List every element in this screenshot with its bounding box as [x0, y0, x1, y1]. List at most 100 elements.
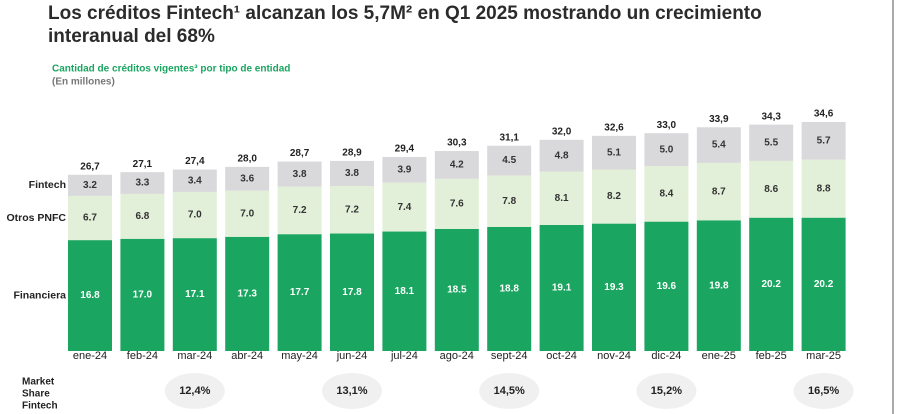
data-label: 7.2 [345, 204, 359, 215]
bar-segment [277, 234, 322, 351]
data-label: 18.1 [395, 286, 415, 297]
data-label: 19.6 [657, 281, 677, 292]
total-label: 28,9 [342, 148, 362, 159]
bar-segment [277, 186, 322, 235]
total-label: 34,6 [814, 109, 834, 120]
data-label: 16.8 [80, 290, 100, 301]
data-label: 5.5 [764, 137, 778, 148]
market-share-bubble [479, 373, 540, 409]
bar-segment [749, 217, 794, 351]
x-tick-label: jun-24 [336, 350, 368, 362]
x-tick-label: ene-24 [73, 350, 107, 362]
x-tick-label: mar-25 [806, 350, 841, 362]
total-label: 34,3 [761, 111, 781, 122]
total-label: 32,0 [552, 126, 572, 137]
data-label: 20.2 [814, 279, 834, 290]
x-tick-label: abr-24 [231, 350, 263, 362]
data-label: 19.3 [604, 282, 624, 293]
bar-segment [225, 166, 270, 191]
total-label: 29,4 [395, 144, 415, 155]
bar-segment [120, 172, 165, 194]
data-label: 4.2 [450, 160, 464, 171]
bar-segment [330, 186, 374, 234]
x-tick-label: nov-24 [597, 350, 631, 362]
bar-segment [487, 145, 532, 176]
bar-segment [749, 124, 794, 161]
bar-segment [644, 133, 689, 167]
data-label: 7.2 [293, 205, 307, 216]
bar-segment [749, 160, 794, 218]
bar-segment [225, 236, 270, 351]
data-label: 8.8 [817, 183, 831, 194]
x-tick-label: ene-25 [702, 350, 736, 362]
bar-segment [68, 195, 112, 241]
bar-segment [487, 175, 532, 227]
data-label: 7.8 [502, 196, 516, 207]
data-label: 7.0 [188, 210, 202, 221]
data-label: 8.6 [764, 184, 778, 195]
bar-segment [592, 223, 636, 351]
market-share-label: Share [22, 389, 50, 400]
total-label: 27,1 [133, 159, 153, 170]
data-label: 3.4 [188, 175, 202, 186]
data-label: 5.4 [712, 140, 726, 151]
bar-segment [225, 190, 270, 237]
bar-segment [644, 166, 689, 222]
data-label: 17.3 [237, 289, 257, 300]
data-label: 3.8 [345, 168, 359, 179]
chart-subtitle: Cantidad de créditos vigentes³ por tipo … [52, 64, 290, 75]
bar-segment [696, 162, 741, 221]
market-share-value: 14,5% [494, 385, 525, 397]
x-tick-label: sept-24 [491, 350, 528, 362]
data-label: 17.7 [290, 287, 310, 298]
total-label: 28,7 [290, 148, 310, 159]
data-label: 18.8 [499, 284, 519, 295]
bar-segment [539, 224, 584, 351]
x-tick-label: dic-24 [651, 350, 681, 362]
bar-segment [330, 233, 374, 351]
bar-segment [696, 127, 741, 163]
data-label: 5.0 [659, 144, 673, 155]
total-label: 32,6 [604, 122, 624, 133]
bar-segment [644, 221, 689, 351]
data-label: 6.8 [135, 211, 149, 222]
bar-segment [172, 169, 217, 192]
legend-label: Financiera [13, 289, 66, 301]
data-label: 19.1 [552, 283, 572, 294]
bar-segment [801, 159, 846, 218]
market-share-value: 16,5% [808, 385, 839, 397]
market-share-bubble [164, 373, 225, 409]
bar-segment [120, 193, 165, 239]
data-label: 4.8 [555, 150, 569, 161]
bar-segment [172, 238, 217, 351]
data-label: 8.7 [712, 186, 726, 197]
market-share-value: 12,4% [179, 385, 210, 397]
data-label: 8.4 [659, 189, 673, 200]
total-label: 27,4 [185, 156, 205, 167]
market-share-label: Fintech [22, 401, 58, 412]
bar-segment [434, 178, 479, 229]
data-label: 3.3 [135, 178, 149, 189]
bar-segment [382, 231, 427, 351]
total-label: 30,3 [447, 138, 467, 149]
bar-segment [277, 161, 322, 187]
bar-segment [68, 240, 112, 351]
bar-segment [539, 139, 584, 172]
data-label: 5.1 [607, 147, 621, 158]
market-share-bubble [636, 373, 697, 409]
data-label: 3.8 [293, 169, 307, 180]
bar-segment [68, 174, 112, 196]
data-label: 3.2 [83, 180, 97, 191]
bar-segment [434, 151, 479, 179]
data-label: 5.7 [817, 135, 831, 146]
bar-segment [539, 171, 584, 225]
bar-segment [382, 182, 427, 232]
data-label: 6.7 [83, 213, 97, 224]
bar-segment [801, 217, 846, 351]
total-label: 31,1 [499, 132, 519, 143]
data-label: 19.8 [709, 280, 729, 291]
x-tick-label: jul-24 [390, 350, 418, 362]
bar-segment [801, 121, 846, 160]
bar-segment [382, 156, 427, 183]
total-label: 28,0 [237, 154, 257, 165]
